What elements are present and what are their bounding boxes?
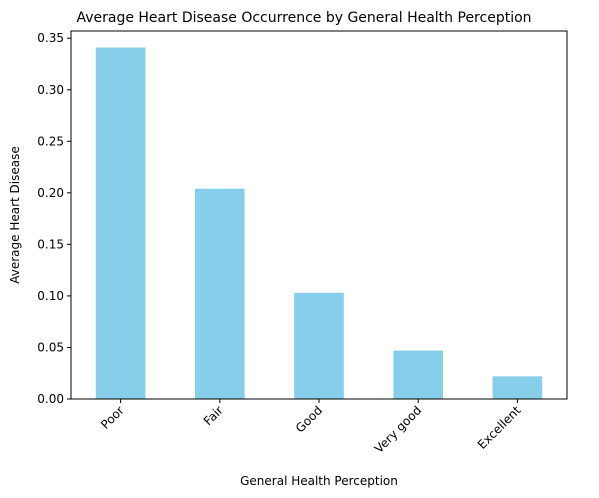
y-tick-label: 0.10 <box>37 289 64 303</box>
y-tick-label: 0.15 <box>37 237 64 251</box>
x-axis-label: General Health Perception <box>240 474 398 488</box>
y-axis: 0.00 0.05 0.10 0.15 0.20 0.25 0.30 0.35 <box>37 31 71 406</box>
x-axis: Poor Fair Good Very good Excellent <box>98 399 524 456</box>
y-tick-label: 0.30 <box>37 83 64 97</box>
x-tick-label: Excellent <box>475 403 524 452</box>
bar-good <box>294 292 344 399</box>
chart-title: Average Heart Disease Occurrence by Gene… <box>76 10 531 26</box>
y-tick-label: 0.00 <box>37 392 64 406</box>
y-tick-label: 0.35 <box>37 31 64 45</box>
bar-excellent <box>492 376 543 399</box>
x-tick-label: Good <box>293 403 325 435</box>
x-tick-label: Poor <box>98 403 127 432</box>
y-tick-label: 0.25 <box>37 134 64 148</box>
bar-fair <box>195 188 245 399</box>
y-tick-label: 0.05 <box>37 340 64 354</box>
bar-poor <box>95 47 146 400</box>
y-tick-label: 0.20 <box>37 186 64 200</box>
plot-frame <box>70 30 568 400</box>
bar-very-good <box>393 350 443 399</box>
x-tick-label: Very good <box>372 403 425 456</box>
y-axis-label: Average Heart Disease <box>8 146 22 284</box>
bars <box>95 47 543 400</box>
x-tick-label: Fair <box>201 403 226 428</box>
